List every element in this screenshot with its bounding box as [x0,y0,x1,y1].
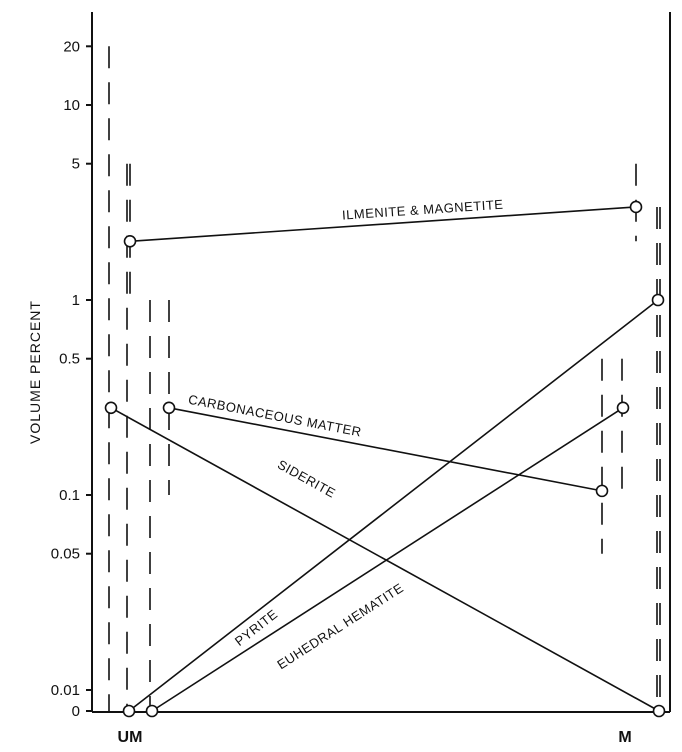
data-point [122,704,136,718]
y-tick-label: 20 [63,38,80,55]
y-tick-label: 0.05 [51,546,80,563]
data-point [145,704,159,718]
data-point [104,401,118,415]
y-ticks: 20 10 5 1 0.5 0.1 0.05 0.01 0 [51,38,92,720]
data-point [652,704,666,718]
category-labels: UM M [118,729,632,746]
y-tick-label: 0.01 [51,682,80,699]
axes [91,12,671,713]
data-point [629,200,643,214]
data-point [616,401,630,415]
range-bars [108,46,661,712]
y-axis-title: VOLUME PERCENT [27,300,43,444]
data-points [104,200,666,718]
data-point [162,401,176,415]
y-tick-label: 1 [72,292,80,309]
category-label: UM [118,729,143,746]
series-line [129,206,637,243]
series-label: SIDERITE [275,457,338,501]
data-point [595,484,609,498]
data-point [123,234,137,248]
series-line [128,299,659,712]
series-line [110,407,660,712]
y-tick-label: 5 [72,156,80,173]
y-tick-label: 0.5 [59,351,80,368]
y-tick-label: 10 [63,97,80,114]
series-label: ILMENITE & MAGNETITE [342,197,504,223]
category-label: M [618,729,631,746]
series-line [168,407,603,492]
series-lines [110,206,660,712]
series-line [151,407,624,712]
data-point [651,293,665,307]
series-label: EUHEDRAL HEMATITE [274,580,406,672]
y-tick-label: 0.1 [59,487,80,504]
y-tick-label: 0 [72,703,80,720]
